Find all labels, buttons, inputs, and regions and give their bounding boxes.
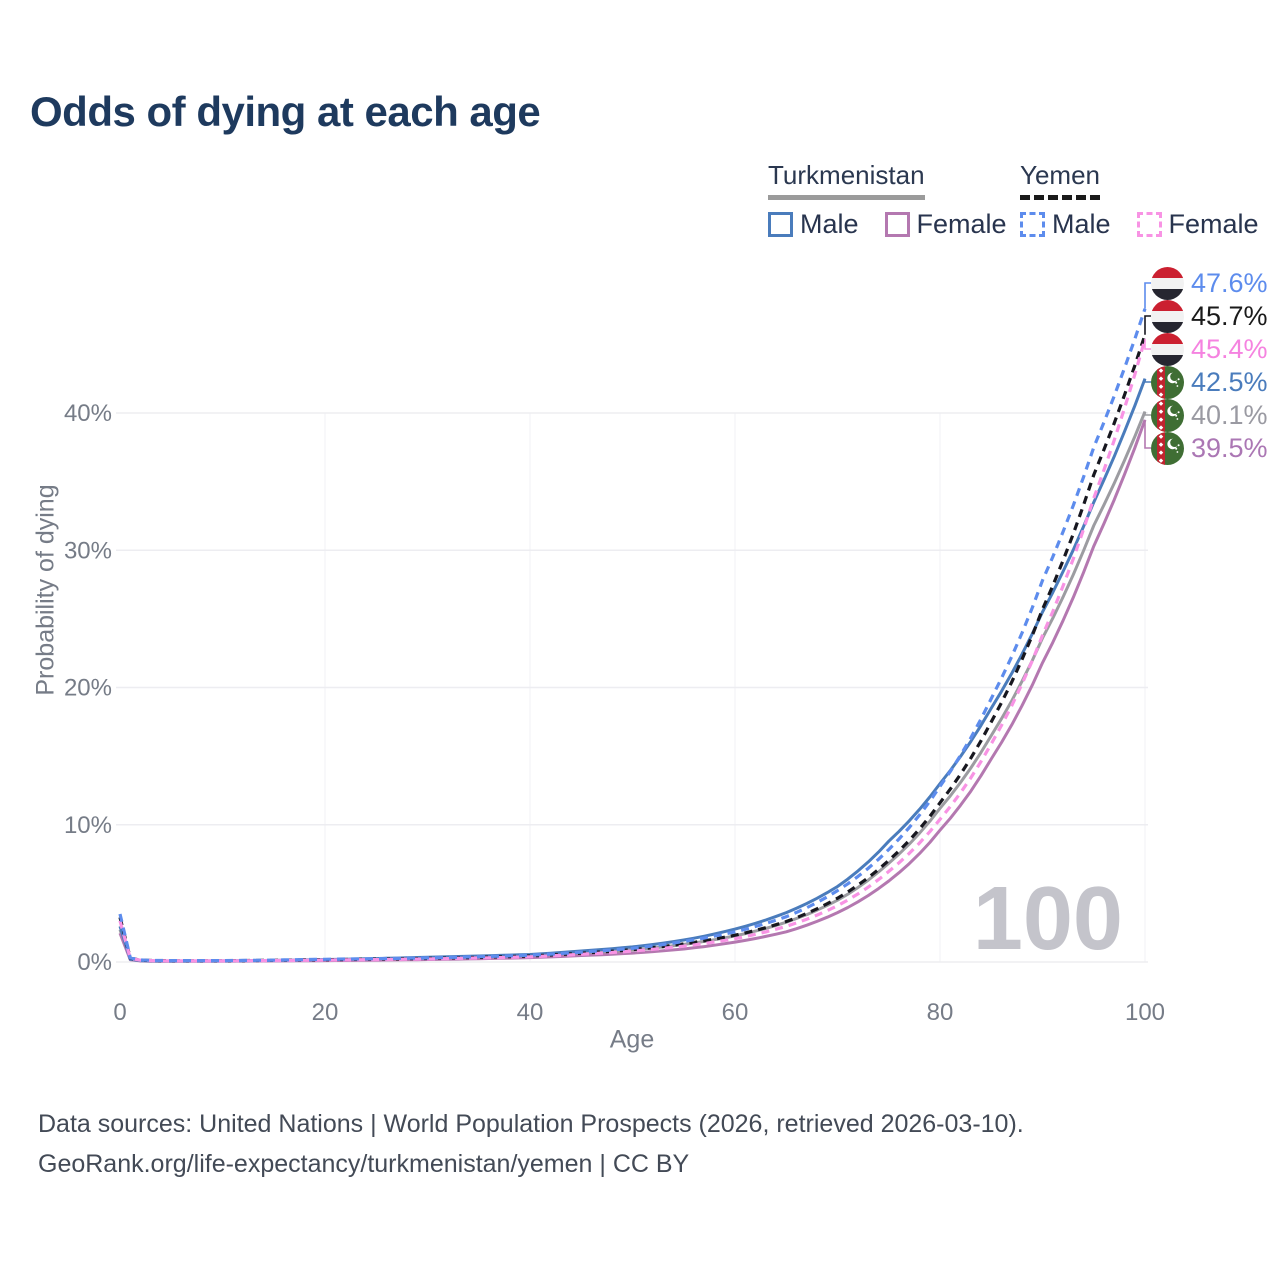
- footer-datasource-line: Data sources: United Nations | World Pop…: [38, 1110, 1024, 1138]
- legend: Turkmenistan Male Female Yemen Male Female: [0, 160, 1280, 245]
- legend-group-title: Yemen: [1020, 160, 1100, 200]
- end-label-value: 42.5%: [1191, 366, 1268, 397]
- flag-yemen-icon: [1151, 332, 1184, 366]
- end-label-value: 45.4%: [1191, 333, 1268, 364]
- footer: Data sources: United Nations | World Pop…: [38, 1104, 1024, 1184]
- series-line-yemen-female: [118, 338, 1147, 963]
- end-label-leader: [1144, 315, 1151, 335]
- flag-yemen-icon: [1151, 266, 1184, 300]
- legend-item-label: Female: [916, 209, 1007, 239]
- flag-turkmenistan-icon: [1151, 398, 1184, 432]
- x-tick-label: 40: [517, 999, 544, 1026]
- end-label-value: 47.6%: [1191, 267, 1268, 298]
- end-label-leader: [1144, 419, 1151, 449]
- legend-swatch-icon: [1136, 212, 1162, 237]
- page-title: Odds of dying at each age: [30, 88, 541, 135]
- y-tick-label: 30%: [64, 537, 112, 564]
- end-label-leader: [1144, 282, 1151, 309]
- series-line-turkmenistan-both: [118, 411, 1147, 963]
- series-line-yemen-both: [118, 334, 1147, 963]
- x-tick-label: 0: [113, 999, 126, 1026]
- x-tick-label: 60: [722, 999, 749, 1026]
- end-label-value: 45.7%: [1191, 300, 1268, 331]
- y-tick-label: 20%: [64, 675, 112, 702]
- legend-group-title: Turkmenistan: [768, 160, 925, 200]
- legend-swatch-icon: [1020, 212, 1045, 237]
- legend-item-label: Female: [1168, 209, 1259, 239]
- legend-group-turkmenistan: Turkmenistan Male Female: [768, 160, 1007, 240]
- end-label-leader: [1144, 378, 1151, 383]
- flag-turkmenistan-icon: [1151, 365, 1184, 399]
- legend-swatch-icon: [768, 212, 793, 237]
- hover-age-watermark: 100: [972, 869, 1123, 969]
- footer-attribution-line: GeoRank.org/life-expectancy/turkmenistan…: [38, 1150, 690, 1178]
- series-line-yemen-male: [118, 308, 1147, 963]
- x-tick-label: 80: [927, 999, 954, 1026]
- x-tick-label: 20: [312, 999, 339, 1026]
- end-label-yemen-both: 45.7%: [1151, 299, 1268, 333]
- legend-group-name: Turkmenistan: [768, 160, 925, 190]
- end-label-yemen-male: 47.6%: [1151, 266, 1268, 300]
- end-label-leader: [1144, 411, 1151, 416]
- legend-item-turkmenistan-female[interactable]: Female: [884, 209, 1007, 240]
- flag-yemen-icon: [1151, 299, 1184, 333]
- legend-group-underline-dashed: [1020, 195, 1100, 200]
- end-label-turkmenistan-female: 39.5%: [1151, 431, 1268, 465]
- legend-group-underline-solid: [768, 195, 925, 200]
- x-axis-title: Age: [609, 1025, 655, 1054]
- end-label-yemen-female: 45.4%: [1151, 332, 1268, 366]
- y-tick-label: 0%: [77, 949, 112, 976]
- end-label-leader: [1144, 338, 1151, 350]
- legend-item-label: Male: [1052, 209, 1111, 239]
- series-line-turkmenistan-female: [118, 419, 1147, 963]
- flag-turkmenistan-icon: [1151, 431, 1184, 465]
- end-label-value: 39.5%: [1191, 432, 1268, 463]
- end-label-value: 40.1%: [1191, 399, 1268, 430]
- legend-item-label: Male: [800, 209, 859, 239]
- legend-item-yemen-male[interactable]: Male: [1020, 209, 1111, 240]
- legend-item-turkmenistan-male[interactable]: Male: [768, 209, 859, 240]
- y-tick-label: 40%: [64, 400, 112, 427]
- series-line-turkmenistan-male: [118, 378, 1147, 963]
- legend-item-yemen-female[interactable]: Female: [1136, 209, 1259, 240]
- legend-group-name: Yemen: [1020, 160, 1100, 190]
- end-label-turkmenistan-male: 42.5%: [1151, 365, 1268, 399]
- legend-swatch-icon: [884, 212, 910, 237]
- y-tick-label: 10%: [64, 812, 112, 839]
- end-label-turkmenistan-both: 40.1%: [1151, 398, 1268, 432]
- legend-group-yemen: Yemen Male Female: [1020, 160, 1259, 240]
- x-tick-label: 100: [1125, 999, 1165, 1026]
